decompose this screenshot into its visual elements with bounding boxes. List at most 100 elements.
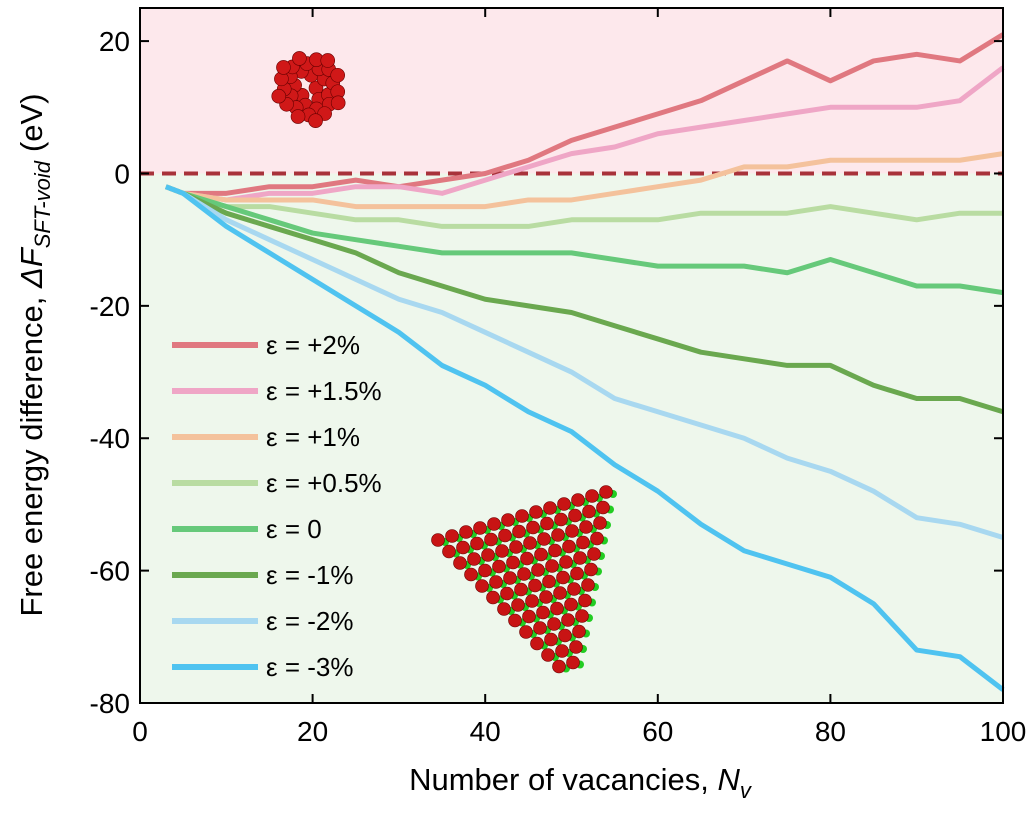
legend-label: ε = -1% (266, 560, 353, 590)
y-label-subscript: SFT-void (30, 160, 55, 248)
atom (276, 60, 290, 74)
atom (576, 610, 589, 623)
atom (542, 649, 555, 662)
legend-label: ε = 0 (266, 514, 322, 544)
atom (554, 587, 567, 600)
atom (571, 567, 584, 580)
atom (545, 633, 558, 646)
atom (535, 548, 548, 561)
atom (565, 598, 578, 611)
atom (530, 506, 543, 519)
atom (272, 89, 286, 103)
atom (474, 522, 487, 535)
atom (520, 626, 533, 639)
atom (512, 599, 525, 612)
atom (498, 603, 511, 616)
atom (586, 490, 599, 503)
atom (538, 533, 551, 546)
atom (488, 518, 501, 531)
atom (588, 548, 601, 561)
atom (580, 521, 593, 534)
x-tick-label: 40 (470, 716, 501, 747)
x-label-symbol: N (718, 762, 741, 797)
atom (568, 583, 581, 596)
atom (291, 110, 305, 124)
atom (555, 513, 568, 526)
atom (454, 557, 467, 570)
y-tick-label: 20 (99, 26, 130, 57)
atom (534, 622, 547, 635)
x-label-text: Number of vacancies, (409, 762, 717, 797)
atom (468, 553, 481, 566)
chart: ε = +2%ε = +1.5%ε = +1%ε = +0.5%ε = 0ε =… (0, 0, 1035, 808)
atom (490, 576, 503, 589)
positive-region (140, 8, 1003, 173)
atom (446, 530, 459, 543)
atom (521, 552, 534, 565)
x-tick-label: 100 (980, 716, 1027, 747)
atom (562, 614, 575, 627)
atom (594, 517, 607, 530)
atom (526, 595, 539, 608)
atom (457, 541, 470, 554)
legend-label: ε = +1.5% (266, 376, 382, 406)
atom (432, 534, 445, 547)
atom (507, 556, 520, 569)
atom (543, 575, 556, 588)
atom (579, 594, 592, 607)
atom (487, 591, 500, 604)
y-tick-label: -60 (90, 556, 130, 587)
atom (574, 552, 587, 565)
atom (515, 583, 528, 596)
atom (560, 556, 573, 569)
atom (504, 572, 517, 585)
y-label-symbol: ΔF (14, 246, 49, 289)
atom (518, 568, 531, 581)
atom (557, 571, 570, 584)
atom (482, 549, 495, 562)
atom (331, 68, 345, 82)
atom (600, 486, 613, 499)
atom (544, 502, 557, 515)
atom (585, 563, 598, 576)
atom (493, 560, 506, 573)
atom (569, 509, 582, 522)
atom (292, 51, 306, 65)
atom (532, 564, 545, 577)
atom (485, 533, 498, 546)
atom (572, 494, 585, 507)
atom (556, 645, 569, 658)
x-axis-label: Number of vacancies, Nv (409, 762, 753, 803)
x-tick-label: 20 (297, 716, 328, 747)
atom (501, 587, 514, 600)
atom (524, 537, 537, 550)
atom (471, 537, 484, 550)
legend-label: ε = -2% (266, 606, 353, 636)
atom (583, 505, 596, 518)
y-label-unit: (eV) (14, 93, 49, 152)
y-tick-label: 0 (114, 158, 130, 189)
atom (479, 564, 492, 577)
atom (531, 637, 544, 650)
atom (540, 591, 553, 604)
atom (573, 625, 586, 638)
legend-label: ε = +1% (266, 422, 360, 452)
atom (476, 580, 489, 593)
atom (552, 529, 565, 542)
x-tick-label: 80 (815, 716, 846, 747)
legend-label: ε = -3% (266, 652, 353, 682)
y-tick-label: -20 (90, 291, 130, 322)
atom (582, 579, 595, 592)
atom (591, 532, 604, 545)
atom (527, 521, 540, 534)
atom (321, 53, 335, 67)
atom (510, 541, 523, 554)
atom (496, 545, 509, 558)
atom (567, 656, 580, 669)
atom (566, 525, 579, 538)
atom (502, 514, 515, 527)
atom (558, 498, 571, 511)
atom (537, 606, 550, 619)
legend-label: ε = +2% (266, 330, 360, 360)
atom (460, 526, 473, 539)
